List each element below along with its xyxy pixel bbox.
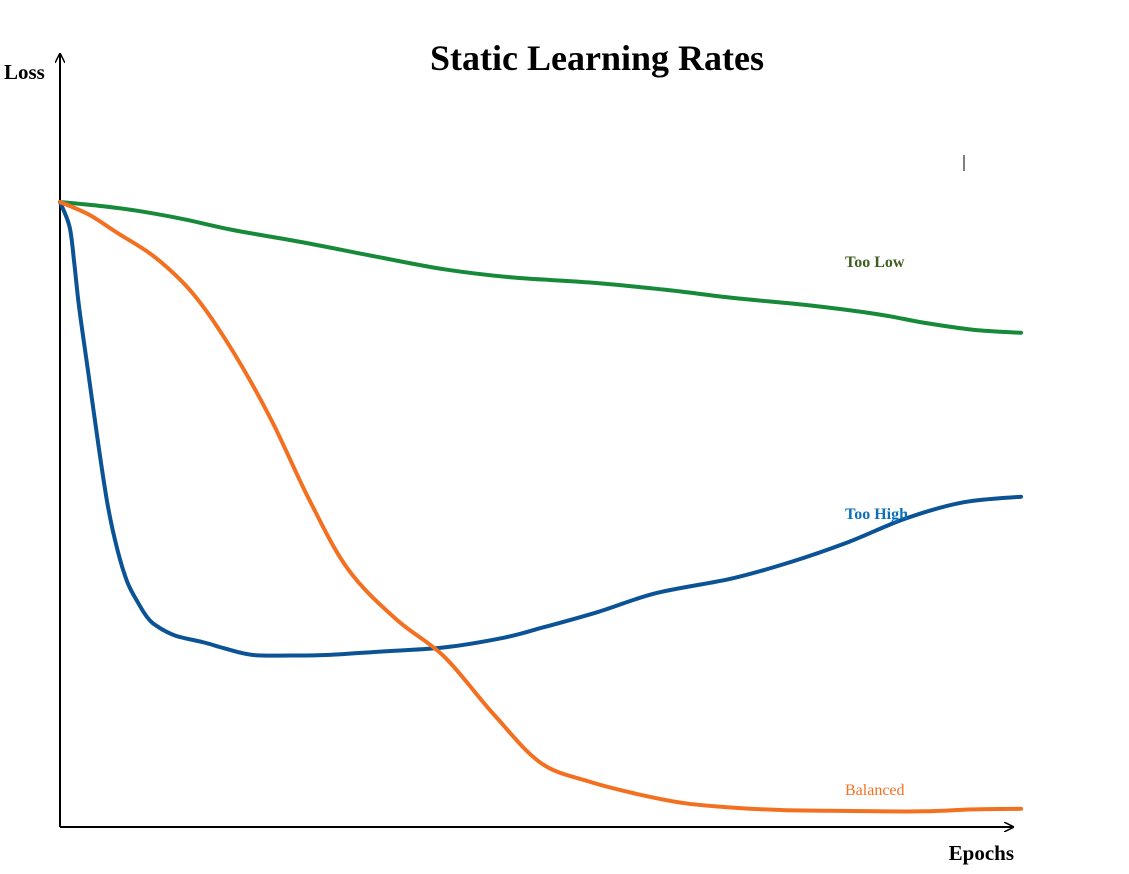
series-line-balanced	[58, 200, 1023, 814]
chart-title: Static Learning Rates	[430, 38, 764, 78]
series-line-too-low	[58, 200, 1023, 335]
x-axis-label: Epochs	[949, 841, 1014, 865]
series-line-too-high	[58, 200, 1023, 658]
plot-area: Too Low Too High Balanced	[58, 200, 1023, 814]
series-label-balanced: Balanced	[845, 782, 905, 799]
series-label-too-high: Too High	[845, 506, 908, 523]
y-axis-label: Loss	[4, 60, 45, 84]
series-label-too-low: Too Low	[845, 254, 905, 271]
